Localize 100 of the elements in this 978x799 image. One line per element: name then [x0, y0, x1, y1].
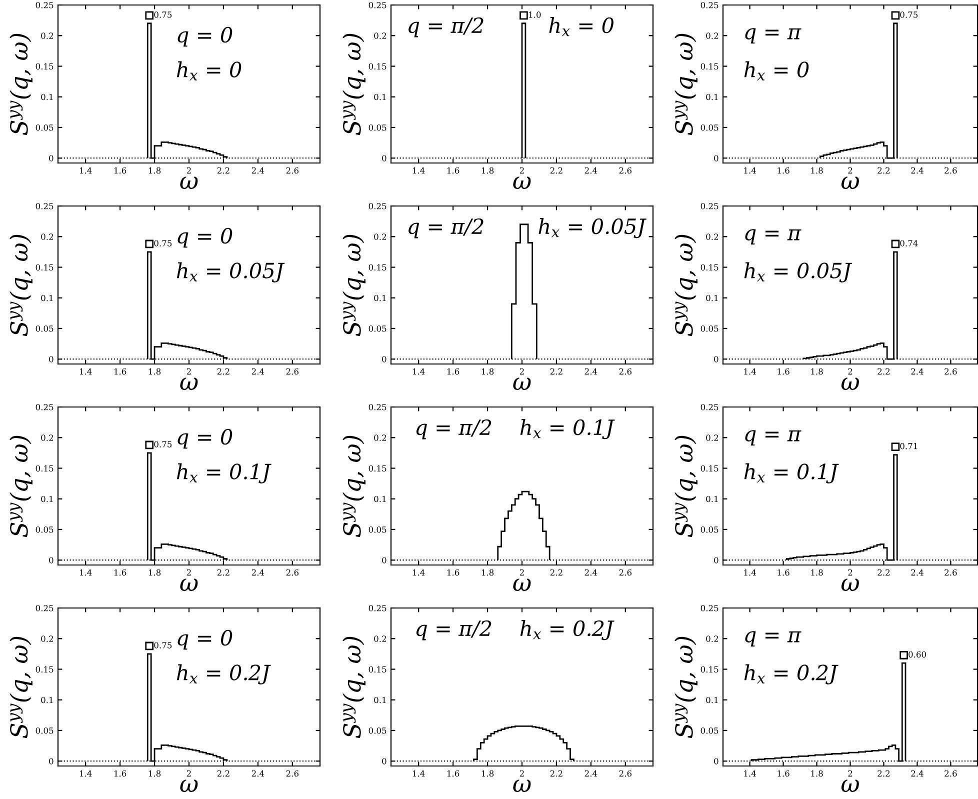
x-tick-label: 1.6 [447, 770, 460, 777]
x-tick-label: 2 [520, 770, 524, 776]
y-tick-label: 0.25 [36, 202, 54, 210]
y-tick-label: 0.25 [700, 604, 718, 612]
y-tick-label: 0 [714, 356, 718, 362]
annotation: 0.60 [908, 651, 926, 658]
y-axis-title: S$^{yy}$(q, ω) [342, 234, 366, 336]
annotation: h$_{x}$ = 0.05J [744, 262, 852, 282]
y-axis-title: S$^{yy}$(q, ω) [674, 436, 698, 538]
x-tick-label: 1.8 [482, 770, 494, 777]
y-tick-label: 0.05 [700, 124, 718, 131]
x-tick-label: 1.8 [482, 167, 494, 174]
x-tick-label: 1.8 [482, 569, 494, 576]
y-axis-title: S$^{yy}$(q, ω) [10, 234, 32, 336]
x-tick-label: 1.4 [412, 368, 425, 375]
x-tick-label: 2.4 [911, 569, 924, 576]
x-tick-label: 1.8 [148, 569, 161, 576]
annotation: 1.0 [529, 12, 541, 18]
x-tick-label: 2.6 [944, 770, 957, 777]
x-tick-label: 1.6 [114, 167, 126, 174]
y-tick-label: 0.25 [368, 2, 386, 8]
x-tick-label: 1.6 [447, 569, 460, 576]
y-tick-label: 0.05 [36, 727, 54, 734]
y-tick-label: 0.2 [374, 234, 386, 240]
annotation: h$_{x}$ = 0 [176, 61, 242, 80]
y-tick-label: 0.1 [374, 294, 386, 302]
annotation: q = π [745, 430, 802, 446]
x-tick-label: 2.6 [619, 368, 632, 375]
y-tick-label: 0.1 [706, 496, 718, 502]
y-axis-title: S$^{yy}$(q, ω) [10, 34, 32, 136]
y-tick-label: 0.25 [700, 202, 718, 210]
y-tick-label: 0.1 [706, 94, 718, 100]
annotation: 0.75 [154, 240, 172, 246]
y-tick-label: 0.15 [700, 666, 718, 673]
y-axis-title: S$^{yy}$(q, ω) [342, 636, 366, 738]
x-tick-label: 2 [520, 569, 524, 576]
annotation: h$_{x}$ = 0.05J [176, 262, 285, 282]
y-tick-label: 0.1 [706, 294, 718, 302]
y-tick-label: 0 [49, 155, 54, 162]
x-tick-label: 2.4 [911, 167, 924, 174]
annotation: q = π [745, 28, 802, 44]
x-tick-label: 2.6 [619, 569, 632, 576]
annotation: h$_{x}$ = 0.1J [176, 463, 272, 484]
x-axis-title: ω [841, 176, 859, 190]
x-tick-label: 2 [186, 368, 191, 374]
annotation: h$_{x}$ = 0 [744, 61, 809, 80]
y-tick-label: 0.1 [41, 94, 53, 100]
y-tick-label: 0.1 [41, 696, 53, 704]
y-tick-label: 0.05 [368, 727, 386, 734]
x-tick-label: 2.2 [550, 770, 562, 777]
x-tick-label: 2.2 [217, 368, 230, 375]
y-tick-label: 0.05 [368, 325, 386, 332]
y-tick-label: 0.15 [368, 465, 386, 472]
x-tick-label: 2 [186, 167, 191, 174]
x-tick-label: 2.6 [944, 167, 957, 174]
y-tick-label: 0.05 [368, 124, 386, 131]
x-tick-label: 1.4 [412, 569, 425, 576]
y-tick-label: 0.25 [700, 2, 718, 8]
x-tick-label: 2.2 [217, 167, 230, 174]
annotation: 0.74 [900, 240, 918, 246]
y-tick-label: 0 [382, 557, 386, 564]
y-tick-label: 0.2 [374, 434, 386, 441]
x-tick-label: 2 [848, 770, 852, 776]
x-tick-label: 1.8 [482, 368, 494, 375]
annotation: h$_{x}$ = 0 [549, 17, 614, 36]
y-tick-label: 0.15 [36, 465, 54, 472]
y-axis-title: S$^{yy}$(q, ω) [10, 636, 32, 738]
annotation: h$_{x}$ = 0.05J [538, 218, 646, 238]
y-tick-label: 0.05 [36, 124, 54, 131]
x-tick-label: 1.6 [114, 569, 126, 576]
x-tick-label: 2.2 [878, 167, 890, 174]
y-tick-label: 0.25 [36, 2, 54, 8]
annotation: 0.75 [900, 12, 918, 18]
y-tick-label: 0.15 [700, 465, 718, 472]
x-tick-label: 1.4 [744, 569, 756, 576]
x-tick-label: 1.6 [778, 368, 790, 375]
y-tick-label: 0.15 [700, 264, 718, 271]
y-tick-label: 0.2 [41, 636, 54, 642]
x-tick-label: 1.6 [447, 167, 460, 174]
x-tick-label: 1.4 [80, 770, 92, 777]
x-tick-label: 2.2 [217, 569, 230, 576]
x-tick-label: 1.6 [114, 368, 126, 375]
x-tick-label: 1.8 [811, 167, 823, 174]
x-tick-label: 1.6 [114, 770, 126, 777]
x-axis-title: ω [180, 780, 198, 792]
annotation: q = 0 [178, 630, 232, 650]
x-tick-label: 2.4 [584, 770, 598, 777]
x-tick-label: 1.4 [412, 167, 425, 174]
x-axis-title: ω [513, 176, 531, 190]
y-axis-title: S$^{yy}$(q, ω) [342, 34, 366, 136]
x-tick-label: 2.4 [584, 368, 598, 375]
x-tick-label: 2.6 [619, 770, 632, 777]
x-tick-label: 2.2 [878, 770, 890, 777]
annotation: h$_{x}$ = 0.1J [520, 419, 615, 440]
x-tick-label: 2.6 [619, 167, 632, 174]
x-tick-label: 2.6 [286, 770, 299, 777]
annotation: q = 0 [178, 428, 232, 449]
y-tick-label: 0.1 [41, 496, 53, 502]
annotation: q = 0 [178, 228, 232, 248]
x-axis-title: ω [513, 780, 531, 792]
